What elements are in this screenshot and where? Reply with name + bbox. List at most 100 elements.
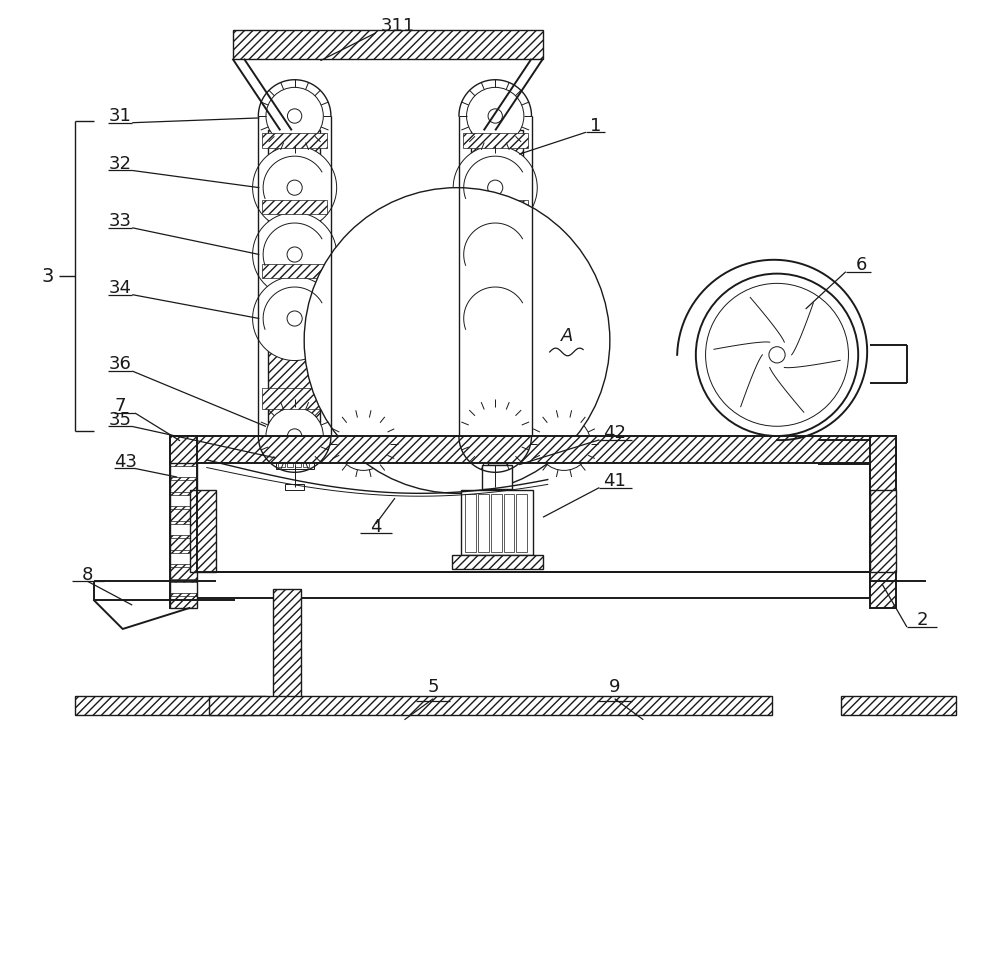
Text: 1: 1 xyxy=(590,117,601,134)
Bar xyxy=(461,490,533,556)
Circle shape xyxy=(488,247,503,262)
Bar xyxy=(276,448,314,469)
Bar xyxy=(285,484,304,490)
Bar xyxy=(463,388,528,409)
Circle shape xyxy=(467,407,524,465)
Bar xyxy=(233,30,543,58)
Bar xyxy=(478,494,489,552)
Bar xyxy=(486,484,505,490)
Bar xyxy=(170,596,197,608)
Bar xyxy=(487,451,494,467)
Bar xyxy=(170,436,197,608)
Bar xyxy=(273,589,301,698)
Bar xyxy=(841,696,956,715)
Bar xyxy=(479,451,485,467)
Circle shape xyxy=(488,311,503,326)
Text: 32: 32 xyxy=(108,155,131,172)
Bar xyxy=(516,494,527,552)
Bar xyxy=(170,567,197,579)
Text: 5: 5 xyxy=(427,678,439,696)
Circle shape xyxy=(769,347,785,363)
Bar xyxy=(170,524,197,536)
Text: 4: 4 xyxy=(370,517,382,536)
Bar xyxy=(190,490,216,572)
Text: 36: 36 xyxy=(108,355,131,374)
Bar xyxy=(170,538,197,550)
Circle shape xyxy=(557,437,571,450)
Bar xyxy=(262,133,327,148)
Circle shape xyxy=(287,311,302,326)
Bar xyxy=(170,510,197,521)
Text: 6: 6 xyxy=(855,256,867,274)
Bar xyxy=(170,582,197,593)
Circle shape xyxy=(488,109,502,124)
Bar xyxy=(295,451,301,467)
Bar xyxy=(503,451,510,467)
Circle shape xyxy=(287,247,302,262)
Bar xyxy=(463,133,528,148)
Bar xyxy=(465,494,476,552)
Circle shape xyxy=(453,146,537,230)
Bar xyxy=(262,264,327,279)
Bar xyxy=(504,494,514,552)
Text: 311: 311 xyxy=(381,17,415,35)
Bar xyxy=(303,451,309,467)
Text: 41: 41 xyxy=(603,472,626,490)
Bar xyxy=(197,572,870,599)
Circle shape xyxy=(287,429,302,444)
Text: 8: 8 xyxy=(82,565,93,583)
Circle shape xyxy=(287,180,302,195)
Text: 43: 43 xyxy=(114,453,137,470)
Circle shape xyxy=(253,146,337,230)
Circle shape xyxy=(253,213,337,297)
Bar xyxy=(476,448,514,469)
Bar xyxy=(870,490,896,572)
Bar xyxy=(209,696,772,715)
Circle shape xyxy=(266,87,323,145)
Bar xyxy=(262,200,327,215)
Text: 9: 9 xyxy=(609,678,620,696)
Bar xyxy=(170,463,197,608)
Text: 7: 7 xyxy=(114,398,126,416)
Bar xyxy=(463,200,528,215)
Bar xyxy=(170,466,197,477)
Text: 31: 31 xyxy=(108,107,131,125)
Bar xyxy=(268,130,320,441)
Circle shape xyxy=(453,213,537,297)
Bar xyxy=(471,130,523,441)
Text: 34: 34 xyxy=(108,279,131,297)
Circle shape xyxy=(453,277,537,360)
Bar xyxy=(75,696,266,715)
Bar xyxy=(170,553,197,564)
Text: 33: 33 xyxy=(108,212,131,230)
Circle shape xyxy=(488,429,502,444)
Bar xyxy=(491,494,502,552)
Bar xyxy=(463,264,528,279)
Text: 3: 3 xyxy=(41,267,53,286)
Circle shape xyxy=(537,417,591,470)
Bar xyxy=(287,451,293,467)
Bar xyxy=(495,451,502,467)
Bar xyxy=(488,463,507,489)
Text: 42: 42 xyxy=(603,424,626,443)
Bar xyxy=(482,465,512,489)
Bar xyxy=(870,436,896,608)
Text: A: A xyxy=(561,327,573,345)
Circle shape xyxy=(287,109,302,124)
Bar xyxy=(170,436,896,463)
Circle shape xyxy=(357,437,370,450)
Circle shape xyxy=(253,277,337,360)
Circle shape xyxy=(266,407,323,465)
Circle shape xyxy=(337,417,390,470)
Circle shape xyxy=(467,87,524,145)
Circle shape xyxy=(706,284,848,426)
Circle shape xyxy=(488,180,503,195)
Text: 35: 35 xyxy=(108,411,131,429)
Circle shape xyxy=(696,274,858,436)
Bar xyxy=(170,480,197,491)
Text: 2: 2 xyxy=(916,611,928,629)
Bar xyxy=(170,494,197,507)
Bar xyxy=(452,556,543,569)
Bar xyxy=(262,388,327,409)
Bar xyxy=(278,451,285,467)
